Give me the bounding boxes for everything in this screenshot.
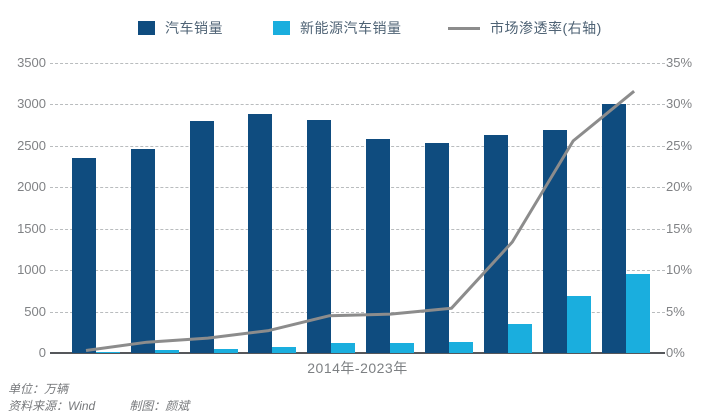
x-axis-baseline [50, 352, 665, 354]
bar-nev-sales-2020 [449, 341, 474, 353]
bar-nev-sales-2016 [213, 348, 238, 353]
bar-auto-sales-2021 [484, 135, 508, 353]
grid-line [50, 63, 665, 64]
bar-nev-sales-2014 [95, 352, 120, 353]
grid-line [50, 145, 665, 147]
left-axis-tick-500: 500 [24, 303, 46, 319]
grid-line [50, 104, 665, 106]
left-axis-tick-2000: 2000 [17, 179, 46, 195]
left-axis-tick-3500: 3500 [17, 55, 46, 70]
bar-auto-sales-2014 [71, 158, 96, 353]
bar-auto-sales-2023 [601, 103, 626, 353]
bar-nev-sales-2015 [154, 350, 179, 353]
legend-item-auto-sales: 汽车销量 [138, 20, 223, 36]
right-axis-tick-5%: 5% [666, 303, 685, 319]
footer-source: 资料来源：Wind [8, 399, 96, 413]
bar-auto-sales-2022 [542, 130, 567, 353]
left-axis-tick-2500: 2500 [17, 137, 46, 153]
plot-area [50, 63, 665, 354]
penetration-line-swatch-icon [448, 26, 480, 30]
bar-nev-sales-2021 [508, 323, 532, 353]
legend-item-nev-sales: 新能源汽车销量 [273, 20, 402, 36]
legend-label-nev-sales: 新能源汽车销量 [300, 20, 402, 36]
right-axis-tick-25%: 25% [666, 137, 693, 153]
x-axis-label: 2014年-2023年 [307, 360, 408, 376]
left-axis-tick-3000: 3000 [17, 96, 46, 112]
nev-sales-swatch-icon [273, 21, 290, 35]
bar-nev-sales-2017 [272, 346, 297, 353]
bar-nev-sales-2018 [331, 342, 356, 353]
right-axis-tick-0%: 0% [666, 345, 685, 360]
bar-auto-sales-2015 [130, 149, 155, 353]
legend-item-penetration: 市场渗透率(右轴) [448, 20, 602, 36]
footer-source-line: 资料来源：Wind 制图：颜斌 [8, 397, 189, 414]
right-axis-tick-10%: 10% [666, 262, 693, 278]
right-axis-tick-20%: 20% [666, 179, 693, 195]
bar-auto-sales-2017 [248, 113, 273, 353]
footer-credit: 制图：颜斌 [129, 399, 190, 413]
bar-nev-sales-2019 [390, 342, 415, 353]
bar-nev-sales-2023 [625, 274, 650, 353]
right-axis-tick-30%: 30% [666, 96, 693, 112]
right-axis-tick-35%: 35% [666, 55, 693, 70]
bar-auto-sales-2020 [425, 143, 450, 353]
right-axis-tick-15%: 15% [666, 220, 693, 236]
legend-label-auto-sales: 汽车销量 [165, 20, 223, 36]
bar-auto-sales-2019 [366, 139, 391, 353]
bar-auto-sales-2016 [189, 120, 214, 353]
left-axis-tick-0: 0 [38, 345, 46, 360]
left-axis-tick-1500: 1500 [17, 220, 46, 236]
bar-auto-sales-2018 [307, 120, 332, 353]
auto-sales-swatch-icon [138, 21, 155, 35]
footer-unit: 单位：万辆 [8, 382, 69, 396]
legend-label-penetration: 市场渗透率(右轴) [490, 20, 602, 36]
bar-nev-sales-2022 [566, 295, 591, 353]
left-axis-tick-1000: 1000 [17, 262, 46, 278]
